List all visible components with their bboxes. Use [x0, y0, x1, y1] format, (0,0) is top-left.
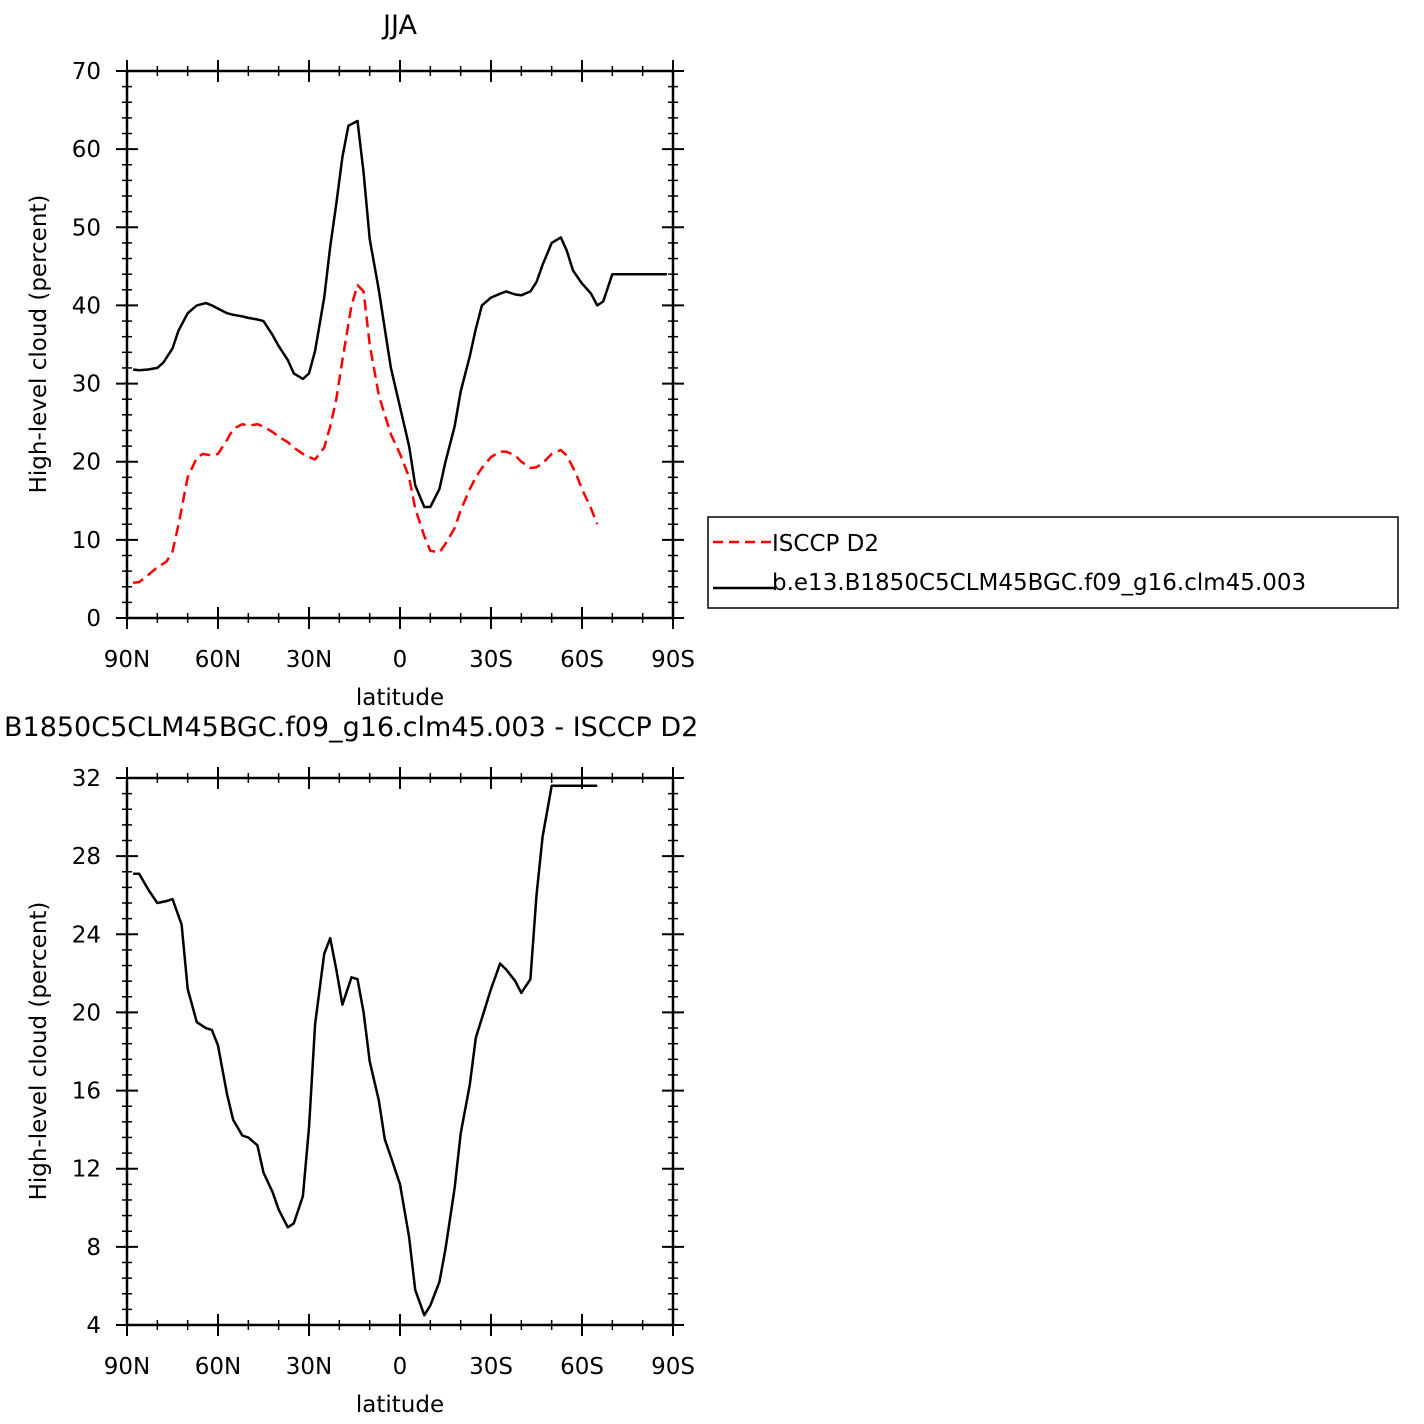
legend-label-isccp: ISCCP D2: [772, 531, 879, 557]
legend-label-model: b.e13.B1850C5CLM45BGC.f09_g16.clm45.003: [772, 570, 1306, 596]
x-tick-label: 30S: [469, 1354, 513, 1380]
bottom-series-lines: [133, 784, 598, 1317]
y-tick-label: 40: [72, 293, 101, 319]
x-tick-label: 60S: [560, 1354, 604, 1380]
x-tick-label: 60N: [195, 1354, 241, 1380]
series-line-isccp: [132, 283, 599, 585]
y-tick-label: 28: [72, 844, 101, 870]
bottom-y-tick-labels: 4 8 12 16 20 24 28 32: [72, 766, 101, 1339]
top-y-axis-label: High-level cloud (percent): [26, 195, 52, 494]
y-tick-label: 30: [72, 372, 101, 398]
legend-box: [707, 516, 1399, 609]
x-tick-label: 90N: [104, 1354, 150, 1380]
bottom-chart-panel: B1850C5CLM45BGC.f09_g16.clm45.003 - ISCC…: [4, 712, 698, 1418]
y-tick-label: 8: [86, 1235, 101, 1261]
top-x-tick-labels: 90N 60N 30N 0 30S 60S 90S: [104, 647, 695, 673]
bottom-chart-title: B1850C5CLM45BGC.f09_g16.clm45.003 - ISCC…: [4, 712, 698, 743]
y-tick-label: 50: [72, 215, 101, 241]
y-tick-label: 60: [72, 137, 101, 163]
bottom-y-axis-label: High-level cloud (percent): [26, 902, 52, 1201]
y-tick-label: 24: [72, 922, 101, 948]
top-chart-title: JJA: [381, 10, 417, 41]
x-tick-label: 90N: [104, 647, 150, 673]
y-tick-label: 16: [72, 1079, 101, 1105]
top-series-lines: [132, 119, 667, 585]
top-y-tick-labels: 0 10 20 30 40 50 60 70: [72, 59, 101, 632]
x-tick-label: 0: [393, 1354, 408, 1380]
top-legend: ISCCP D2 b.e13.B1850C5CLM45BGC.f09_g16.c…: [707, 516, 1399, 609]
y-tick-label: 0: [86, 606, 101, 632]
y-tick-label: 20: [72, 450, 101, 476]
y-tick-label: 32: [72, 766, 101, 792]
x-tick-label: 90S: [651, 1354, 695, 1380]
x-tick-label: 30S: [469, 647, 513, 673]
x-tick-label: 30N: [286, 647, 332, 673]
x-tick-label: 60S: [560, 647, 604, 673]
bottom-x-tick-labels: 90N 60N 30N 0 30S 60S 90S: [104, 1354, 695, 1380]
series-line-model: [132, 119, 667, 509]
y-tick-label: 70: [72, 59, 101, 85]
y-tick-label: 12: [72, 1157, 101, 1183]
top-axes-ticks: [116, 60, 684, 629]
x-tick-label: 0: [393, 647, 408, 673]
bottom-plot-frame: [125, 776, 675, 1327]
x-tick-label: 60N: [195, 647, 241, 673]
bottom-x-axis-label: latitude: [356, 1392, 444, 1418]
y-tick-label: 4: [86, 1313, 101, 1339]
series-line-model: [133, 784, 598, 1317]
x-tick-label: 90S: [651, 647, 695, 673]
y-tick-label: 10: [72, 528, 101, 554]
bottom-axes-ticks: [116, 767, 684, 1336]
top-x-axis-label: latitude: [356, 685, 444, 711]
top-plot-frame: [125, 69, 675, 620]
y-tick-label: 20: [72, 1000, 101, 1026]
x-tick-label: 30N: [286, 1354, 332, 1380]
